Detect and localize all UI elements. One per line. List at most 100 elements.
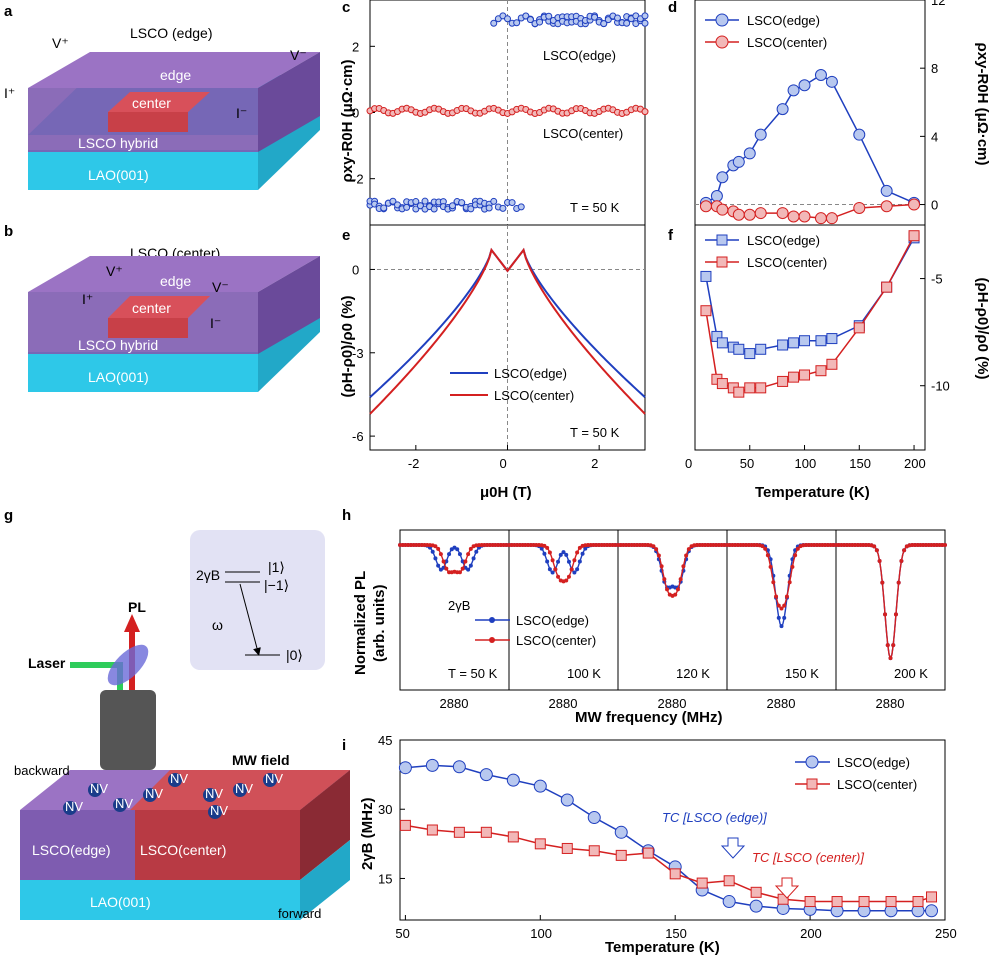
ytick-label-e: -6	[352, 429, 364, 444]
legend-label-f-0: LSCO(edge)	[747, 233, 820, 248]
data-point-d-0	[732, 155, 745, 168]
nv-center-4	[203, 788, 217, 802]
ylabel-i: 2γB (MHz)	[359, 797, 376, 870]
legend-label-h-1: LSCO(center)	[516, 633, 596, 648]
nv-center-5	[233, 783, 247, 797]
edge-b-label: edge	[160, 273, 191, 289]
center-a-front	[108, 112, 188, 132]
pl-point-h	[774, 594, 779, 599]
pl-point-h	[542, 551, 547, 556]
data-point-d-0	[853, 128, 866, 141]
panel-e-label: e	[342, 227, 350, 244]
pl-point-h	[776, 615, 781, 620]
pl-point-h	[768, 564, 773, 569]
level-split-label: 2γB	[196, 567, 220, 583]
pl-point-h	[441, 559, 446, 564]
nv-label-0: NV	[90, 781, 108, 796]
ytick-label-f: -10	[931, 379, 950, 394]
pl-point-h	[782, 603, 787, 608]
ytick-label-i: 15	[378, 871, 392, 886]
data-point-i-1	[507, 831, 519, 843]
xtick-label-f: 150	[849, 456, 871, 471]
temp-label-h-4: 200 K	[894, 666, 928, 681]
edge-point-down	[600, 20, 608, 28]
pl-point-h	[566, 574, 571, 579]
pl-point-h	[433, 556, 438, 561]
pl-point-h	[675, 587, 680, 592]
pl-point-h	[564, 552, 569, 557]
pl-point-h	[569, 567, 574, 572]
data-point-d-0	[776, 103, 789, 116]
pl-point-h	[583, 546, 588, 551]
center-a-label: center	[132, 95, 171, 111]
pl-point-h	[943, 543, 947, 547]
nv-center-6	[263, 773, 277, 787]
dichroic-mirror	[107, 644, 149, 686]
ytick-label-i: 45	[378, 733, 392, 748]
edge-point-up	[641, 12, 649, 20]
data-point-i-0	[398, 761, 412, 775]
pl-curve-h-2-0	[618, 544, 727, 589]
level-top-label: |1⟩	[268, 559, 285, 575]
pl-point-h	[444, 566, 449, 571]
pl-point-h	[776, 603, 781, 608]
pl-point-h	[430, 549, 435, 554]
pl-point-h	[577, 545, 582, 550]
temp-label-h-0: T = 50 K	[448, 666, 498, 681]
xtick-label-i: 250	[935, 926, 957, 941]
edge-point-down	[380, 204, 388, 212]
series-line-d-0	[705, 74, 915, 204]
edge-point-up	[412, 205, 420, 213]
panel-f: -10 -5 0 50 100 150 200 f (ρH-ρ0)/ρ0 (%) Temperat…	[668, 224, 991, 501]
data-point-i-1	[399, 819, 411, 831]
data-point-f-0	[815, 335, 827, 347]
data-point-i-0	[506, 773, 520, 787]
ytick-label-d: 8	[931, 61, 938, 76]
pl-point-h	[575, 550, 580, 555]
nv-label-7: NV	[210, 803, 228, 818]
pl-point-h	[447, 552, 452, 557]
panel-c-label: c	[342, 0, 350, 16]
data-point-f-1	[853, 322, 865, 334]
edge-a-label: edge	[160, 67, 191, 83]
ylabel-h-2: (arb. units)	[371, 584, 388, 662]
pl-point-h	[665, 587, 670, 592]
pl-point-h	[558, 552, 563, 557]
data-point-d-1	[754, 207, 767, 220]
nv-label-1: NV	[115, 796, 133, 811]
substrate-a-front	[28, 150, 258, 190]
sample-front-center	[135, 810, 300, 880]
legend-label-d-0: LSCO(edge)	[747, 13, 820, 28]
data-point-f-1	[755, 382, 767, 394]
objective-lens	[100, 690, 156, 770]
pl-point-h	[539, 546, 544, 551]
pl-point-h	[681, 564, 686, 569]
ylabel-e: (ρH-ρ0)/ρ0 (%)	[339, 295, 356, 397]
backward-label: backward	[14, 763, 70, 778]
data-point-i-1	[480, 826, 492, 838]
data-point-d-1	[787, 210, 800, 223]
pl-point-h	[877, 558, 882, 563]
data-point-f-0	[788, 337, 800, 349]
tc-edge-label: TC [LSCO (edge)]	[662, 810, 767, 825]
pl-point-h	[880, 580, 885, 585]
pl-point-h	[457, 570, 462, 575]
pl-point-h	[779, 624, 784, 629]
data-point-f-0	[777, 339, 789, 351]
data-point-i-0	[614, 825, 628, 839]
pl-point-h	[438, 552, 443, 557]
edge-point-down	[412, 198, 420, 206]
ytick-label-e: -3	[352, 346, 364, 361]
pl-point-h	[547, 550, 552, 555]
data-point-i-1	[561, 842, 573, 854]
series-label-center: LSCO(center)	[543, 126, 623, 141]
nv-center-8	[63, 801, 77, 815]
edge-point-down	[458, 199, 466, 207]
pl-point-h	[654, 547, 659, 552]
edge-point-down	[623, 19, 631, 27]
data-point-f-0	[700, 270, 712, 282]
pl-point-h	[765, 553, 770, 558]
xtick-label-i: 50	[395, 926, 409, 941]
data-point-i-0	[452, 760, 466, 774]
